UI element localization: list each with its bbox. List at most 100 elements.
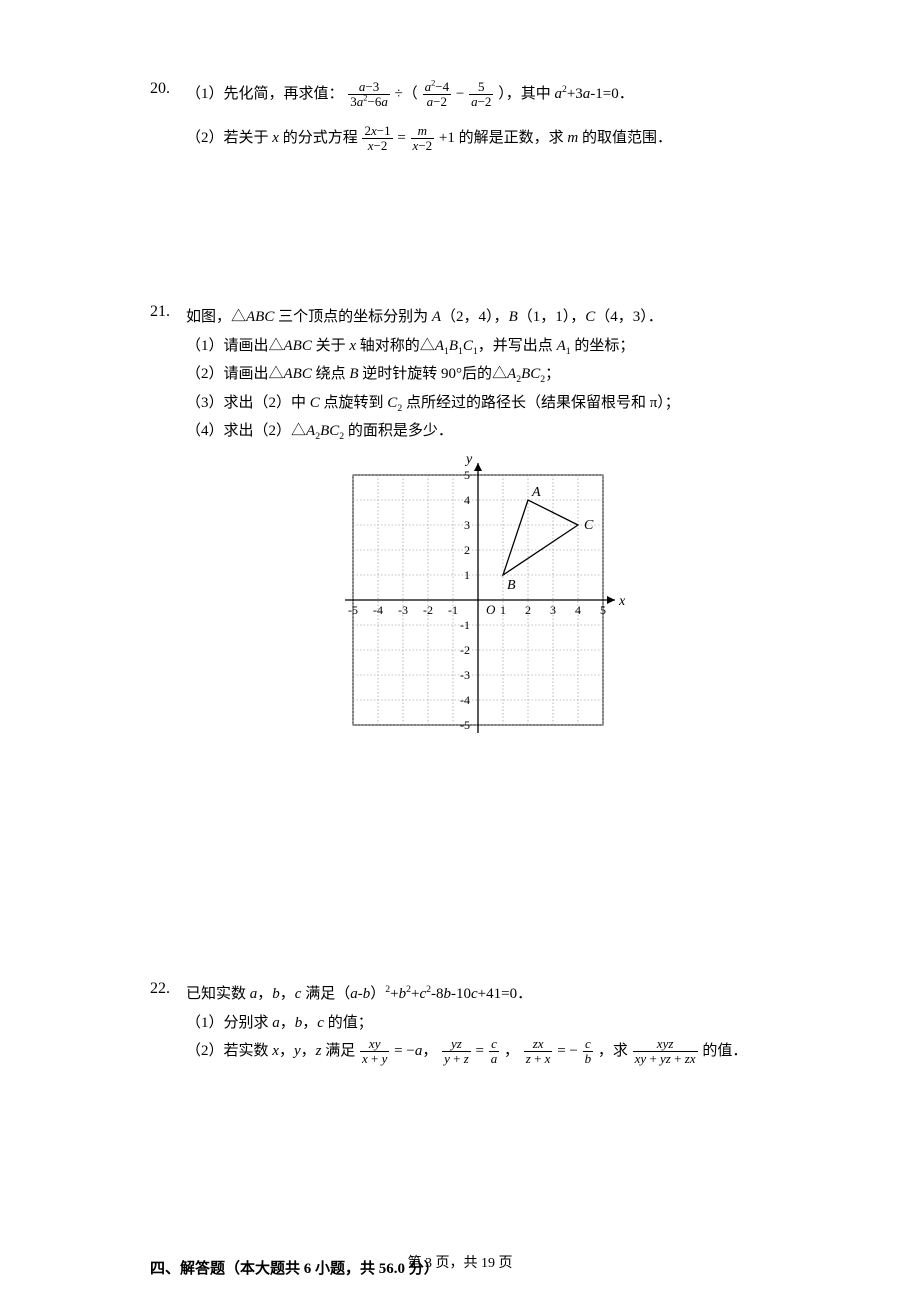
svg-text:5: 5 bbox=[464, 468, 470, 482]
numerator: zx bbox=[524, 1037, 553, 1052]
problem-body: 如图，△ABC 三个顶点的坐标分别为 A（2，4），B（1，1），C（4，3）．… bbox=[186, 303, 770, 760]
problem-22: 22. 已知实数 a，b，c 满足（a-b）2+b2+c2-8b-10c+41=… bbox=[150, 980, 770, 1067]
fraction: a2−4 a−2 bbox=[423, 80, 452, 110]
problem-number: 22. bbox=[150, 980, 186, 998]
svg-text:1: 1 bbox=[500, 603, 506, 617]
svg-text:O: O bbox=[486, 602, 496, 617]
svg-text:A: A bbox=[531, 485, 541, 500]
text: = −a， bbox=[394, 1043, 437, 1059]
denominator: x + y bbox=[360, 1052, 389, 1066]
problem-21: 21. 如图，△ABC 三个顶点的坐标分别为 A（2，4），B（1，1），C（4… bbox=[150, 303, 770, 760]
p22-s1: （1）分别求 a，b，c 的值； bbox=[186, 1009, 770, 1038]
p21-s4: （4）求出（2）△A2BC2 的面积是多少． bbox=[186, 417, 770, 446]
fraction: zx z + x bbox=[524, 1037, 553, 1067]
page-footer: 第 3 页，共 19 页 bbox=[0, 1252, 920, 1272]
p21-s3: （3）求出（2）中 C 点旋转到 C2 点所经过的路径长（结果保留根号和 π）； bbox=[186, 389, 770, 418]
text: = − bbox=[557, 1043, 578, 1059]
svg-text:2: 2 bbox=[464, 543, 470, 557]
text: 的值． bbox=[702, 1043, 747, 1059]
numerator: 5 bbox=[469, 80, 493, 95]
svg-text:-4: -4 bbox=[373, 603, 383, 617]
p22-stem: 已知实数 a，b，c 满足（a-b）2+b2+c2-8b-10c+41=0． bbox=[186, 980, 770, 1009]
text: ， bbox=[504, 1043, 519, 1059]
svg-text:-2: -2 bbox=[460, 643, 470, 657]
fraction: c a bbox=[489, 1037, 500, 1067]
p20-part1: （1）先化简，再求值： a−3 3a2−6a ÷（ a2−4 a−2 − 5 a… bbox=[186, 80, 770, 110]
text: （2）若实数 x，y，z 满足 bbox=[186, 1043, 355, 1059]
problem-number: 21. bbox=[150, 303, 186, 321]
svg-text:x: x bbox=[618, 594, 626, 609]
svg-text:1: 1 bbox=[464, 568, 470, 582]
fraction: m x−2 bbox=[411, 124, 435, 154]
svg-text:3: 3 bbox=[550, 603, 556, 617]
fraction: a−3 3a2−6a bbox=[348, 80, 390, 110]
problem-body: （1）先化简，再求值： a−3 3a2−6a ÷（ a2−4 a−2 − 5 a… bbox=[186, 80, 770, 153]
p21-s1: （1）请画出△ABC 关于 x 轴对称的△A1B1C1，并写出点 A1 的坐标； bbox=[186, 332, 770, 361]
denominator: y + z bbox=[442, 1052, 471, 1066]
p20-part2: （2）若关于 x 的分式方程 2x−1 x−2 = m x−2 +1 的解是正数… bbox=[186, 124, 770, 154]
fraction: xyz xy + yz + zx bbox=[633, 1037, 698, 1067]
page: 20. （1）先化简，再求值： a−3 3a2−6a ÷（ a2−4 a−2 −… bbox=[0, 0, 920, 1302]
p21-stem: 如图，△ABC 三个顶点的坐标分别为 A（2，4），B（1，1），C（4，3）． bbox=[186, 303, 770, 332]
grid-svg: -5 -5 -4 -4 -3 -3 -2 -2 -1-1 1 1 2 2 3 3 4 4 5 5 Ox y A B C bbox=[328, 450, 628, 750]
fraction: c b bbox=[583, 1037, 594, 1067]
numerator: c bbox=[489, 1037, 500, 1052]
p22-s2: （2）若实数 x，y，z 满足 xy x + y = −a， yz y + z … bbox=[186, 1037, 770, 1067]
text: = bbox=[397, 130, 405, 146]
fraction: xy x + y bbox=[360, 1037, 389, 1067]
numerator: xy bbox=[360, 1037, 389, 1052]
denominator: z + x bbox=[524, 1052, 553, 1066]
text: +1 的解是正数，求 m 的取值范围． bbox=[439, 130, 672, 146]
text: （2）若关于 x 的分式方程 bbox=[186, 130, 358, 146]
svg-text:-3: -3 bbox=[398, 603, 408, 617]
denominator: x−2 bbox=[411, 139, 435, 153]
svg-text:-5: -5 bbox=[460, 718, 470, 732]
numerator: m bbox=[411, 124, 435, 139]
svg-text:-4: -4 bbox=[460, 693, 470, 707]
problem-number: 20. bbox=[150, 80, 186, 98]
svg-text:C: C bbox=[584, 518, 594, 533]
denominator: xy + yz + zx bbox=[633, 1052, 698, 1066]
svg-text:3: 3 bbox=[464, 518, 470, 532]
problem-20: 20. （1）先化简，再求值： a−3 3a2−6a ÷（ a2−4 a−2 −… bbox=[150, 80, 770, 153]
spacer bbox=[150, 163, 770, 303]
numerator: xyz bbox=[633, 1037, 698, 1052]
svg-text:5: 5 bbox=[600, 603, 606, 617]
text: ÷（ bbox=[395, 86, 418, 102]
text: ，求 bbox=[598, 1043, 628, 1059]
svg-text:-5: -5 bbox=[348, 603, 358, 617]
svg-text:2: 2 bbox=[525, 603, 531, 617]
svg-text:4: 4 bbox=[464, 493, 470, 507]
svg-text:-1: -1 bbox=[460, 618, 470, 632]
svg-text:-2: -2 bbox=[423, 603, 433, 617]
text: = bbox=[476, 1043, 488, 1059]
svg-text:-1: -1 bbox=[448, 603, 458, 617]
numerator: a2−4 bbox=[423, 80, 452, 95]
text: （1）先化简，再求值： bbox=[186, 86, 344, 102]
svg-text:4: 4 bbox=[575, 603, 581, 617]
numerator: yz bbox=[442, 1037, 471, 1052]
fraction: 5 a−2 bbox=[469, 80, 493, 110]
fraction: 2x−1 x−2 bbox=[362, 124, 392, 154]
p21-s2: （2）请画出△ABC 绕点 B 逆时针旋转 90°后的△A2BC2； bbox=[186, 360, 770, 389]
text: − bbox=[456, 86, 464, 102]
numerator: 2x−1 bbox=[362, 124, 392, 139]
denominator: a−2 bbox=[423, 95, 452, 109]
denominator: a−2 bbox=[469, 95, 493, 109]
svg-text:-3: -3 bbox=[460, 668, 470, 682]
denominator: x−2 bbox=[362, 139, 392, 153]
numerator: c bbox=[583, 1037, 594, 1052]
problem-body: 已知实数 a，b，c 满足（a-b）2+b2+c2-8b-10c+41=0． （… bbox=[186, 980, 770, 1067]
numerator: a−3 bbox=[348, 80, 390, 95]
denominator: b bbox=[583, 1052, 594, 1066]
denominator: a bbox=[489, 1052, 500, 1066]
svg-text:B: B bbox=[507, 578, 516, 593]
text: a2+3a-1=0． bbox=[554, 86, 633, 102]
text: ），其中 bbox=[498, 86, 554, 102]
fraction: yz y + z bbox=[442, 1037, 471, 1067]
coordinate-grid: -5 -5 -4 -4 -3 -3 -2 -2 -1-1 1 1 2 2 3 3 4 4 5 5 Ox y A B C bbox=[186, 450, 770, 761]
svg-text:y: y bbox=[464, 452, 473, 467]
spacer bbox=[150, 1077, 770, 1237]
spacer bbox=[150, 770, 770, 980]
denominator: 3a2−6a bbox=[348, 95, 390, 109]
